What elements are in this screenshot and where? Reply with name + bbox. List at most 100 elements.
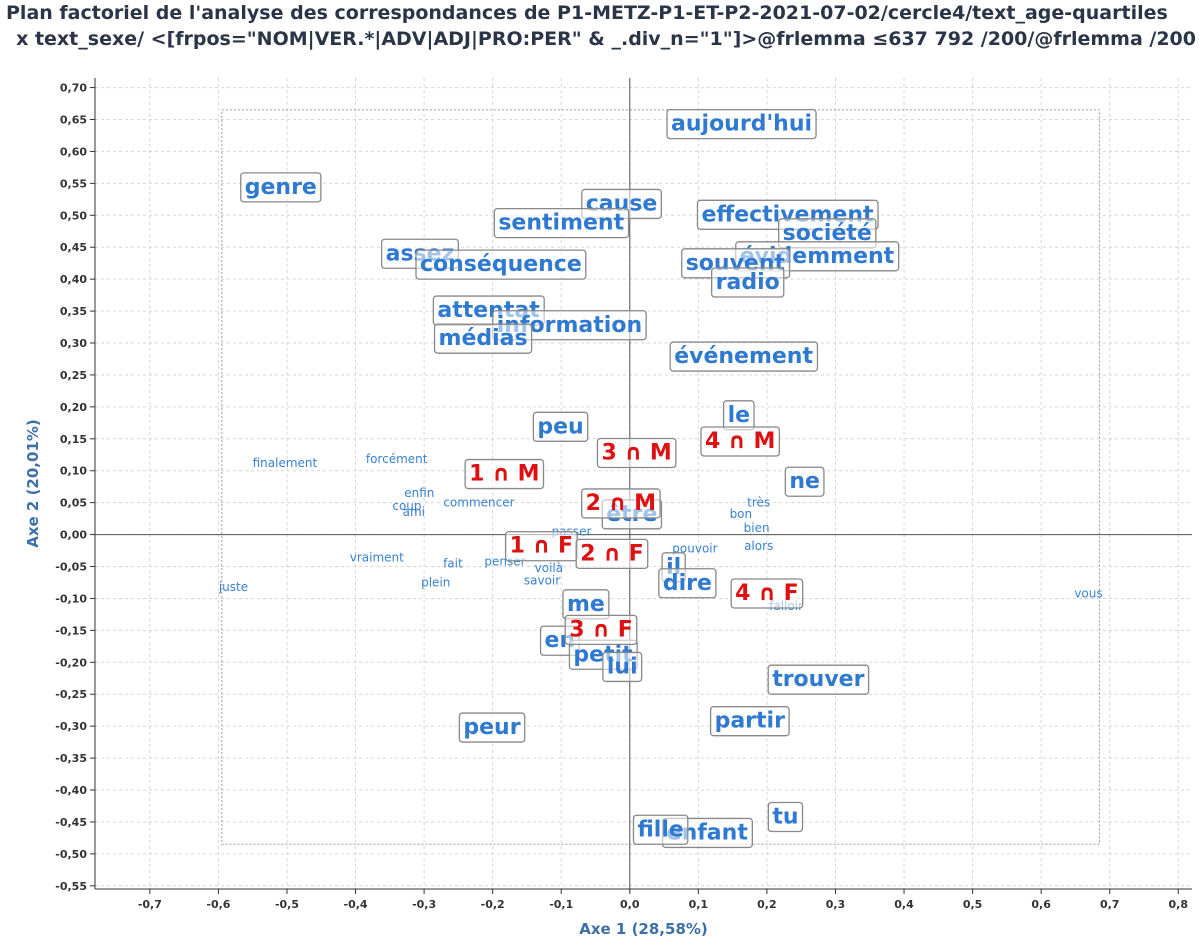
x-tick-label: -0,5 [275, 898, 299, 911]
y-tick-label: 0,10 [60, 465, 87, 478]
row-point-label: radio [716, 270, 780, 295]
column-point-box [596, 437, 677, 469]
x-tick-label: 0,4 [894, 898, 914, 911]
row-point-box [602, 651, 643, 683]
column-point: 3 ∩ F [564, 614, 638, 646]
x-tick-label: 0,1 [689, 898, 709, 911]
row-point: médias [433, 323, 533, 354]
row-point: sentiment [493, 207, 630, 239]
column-point-label: 2 ∩ M [586, 491, 656, 516]
row-point-label: événement [674, 344, 813, 369]
y-tick-label: -0,25 [55, 688, 87, 701]
row-point: partir [709, 706, 790, 737]
column-point-label: 1 ∩ M [469, 462, 539, 487]
column-point: 2 ∩ M [581, 488, 661, 519]
y-tick-label: 0,70 [60, 82, 87, 95]
row-point-label: me [567, 592, 605, 617]
y-tick-label: 0,45 [60, 241, 87, 254]
y-tick-label: -0,10 [55, 592, 87, 605]
column-point-box [581, 488, 661, 519]
column-point-box [730, 578, 804, 609]
row-point-label: genre [245, 175, 317, 200]
row-point-small: juste [218, 580, 248, 594]
y-tick-label: 0,65 [60, 114, 87, 127]
row-point: peu [532, 411, 589, 442]
row-point-box [240, 172, 322, 203]
column-point-label: 3 ∩ F [569, 617, 633, 642]
row-point-box [666, 108, 817, 140]
y-tick-label: 0,15 [60, 433, 87, 446]
y-tick-label: 0,25 [60, 369, 87, 382]
row-point-label: trouver [772, 667, 864, 692]
x-tick-label: 0,7 [1100, 898, 1120, 911]
row-point: me [562, 589, 610, 620]
row-point-small: plein [421, 575, 450, 589]
x-tick-label: 0,3 [826, 898, 846, 911]
chart-title-line2: x text_sexe/ <[frpos="NOM|VER.*|ADV|ADJ|… [16, 28, 1196, 50]
y-tick-label: 0,00 [60, 529, 87, 542]
chart-title-line1: Plan factoriel de l'analyse des correspo… [6, 2, 1168, 24]
row-point-label: sentiment [498, 211, 624, 236]
column-point: 4 ∩ F [730, 578, 804, 609]
column-point: 1 ∩ F [504, 531, 578, 562]
row-point-box [415, 249, 587, 280]
row-point-small: enfin [404, 486, 434, 500]
y-tick-label: -0,55 [55, 880, 87, 893]
y-tick-label: -0,15 [55, 624, 87, 637]
row-point: radio [711, 267, 785, 298]
row-point: fille [632, 814, 689, 845]
row-point-small: vraiment [350, 551, 404, 565]
row-point: peur [458, 712, 526, 743]
row-point-box [532, 411, 589, 442]
row-point-box [784, 466, 825, 497]
x-tick-label: -0,2 [481, 898, 505, 911]
row-point-small: vous [1074, 586, 1102, 600]
row-point-small: coup [392, 499, 421, 513]
y-tick-label: -0,30 [55, 720, 87, 733]
y-tick-label: 0,55 [60, 177, 87, 190]
y-tick-label: -0,20 [55, 656, 87, 669]
row-point: dire [658, 568, 717, 599]
row-point-box [658, 568, 717, 599]
row-point-label: ne [789, 469, 820, 494]
column-point: 3 ∩ M [596, 437, 677, 469]
column-point: 4 ∩ M [700, 426, 781, 457]
row-point-label: médias [439, 326, 528, 351]
row-point-small: voilà [535, 561, 563, 575]
row-point-label: lui [607, 654, 638, 679]
column-point-box [564, 614, 638, 646]
row-point-box [709, 706, 790, 737]
row-point-box [767, 801, 804, 833]
column-point-box [575, 538, 649, 570]
row-point-box [711, 267, 785, 298]
row-point-small: savoir [524, 574, 560, 588]
y-tick-label: 0,50 [60, 209, 87, 222]
x-tick-label: 0,5 [963, 898, 983, 911]
row-point-label: conséquence [420, 252, 582, 277]
row-point: le [722, 400, 755, 431]
x-tick-label: 0,6 [1031, 898, 1051, 911]
x-tick-label: 0,8 [1169, 898, 1189, 911]
row-point-label: partir [715, 709, 786, 734]
row-point-small: finalement [253, 456, 318, 470]
row-point-label: aujourd'hui [671, 112, 812, 137]
row-point-label: le [728, 403, 750, 428]
row-point-small: pouvoir [672, 542, 717, 556]
column-point-label: 1 ∩ F [510, 534, 574, 559]
row-point-box [433, 323, 533, 354]
row-point-label: tu [772, 804, 798, 829]
y-tick-label: 0,40 [60, 273, 87, 286]
row-point: trouver [767, 664, 870, 695]
ticks: -0,7 -0,6 -0,5 -0,4 -0,3 -0,2 -0,1 0,0 0,1 0,2 0,3… [55, 82, 1188, 911]
column-point-label: 3 ∩ M [601, 440, 671, 465]
x-tick-label: -0,4 [344, 898, 368, 911]
row-point-small: bon [730, 507, 753, 521]
row-point-label: dire [663, 571, 712, 596]
row-point-box [632, 814, 689, 845]
column-point: 1 ∩ M [464, 458, 545, 490]
y-tick-label: 0,35 [60, 305, 87, 318]
y-tick-label: 0,60 [60, 145, 87, 158]
column-point-box [700, 426, 781, 457]
